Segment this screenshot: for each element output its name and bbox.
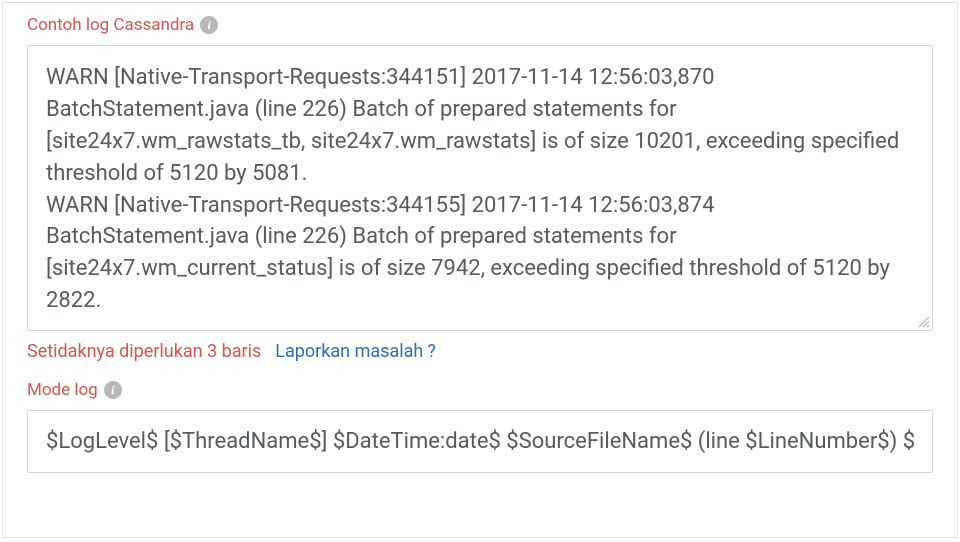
log-mode-label-row: Mode log i [27,380,933,400]
question-mark-icon: ? [427,341,436,362]
sample-log-textarea[interactable] [28,46,932,326]
sample-log-label: Contoh log Cassandra [27,15,194,35]
sample-log-container [27,45,933,331]
log-mode-label: Mode log [27,380,98,400]
log-pattern-input[interactable] [27,410,933,473]
info-icon[interactable]: i [104,381,122,399]
report-issue-link[interactable]: Laporkan masalah? [275,341,436,362]
sample-log-label-row: Contoh log Cassandra i [27,15,933,35]
min-lines-warning: Setidaknya diperlukan 3 baris [27,341,261,362]
report-issue-text: Laporkan masalah [275,341,423,362]
log-config-panel: Contoh log Cassandra i Setidaknya diperl… [2,2,958,538]
hint-row: Setidaknya diperlukan 3 baris Laporkan m… [27,341,933,362]
info-icon[interactable]: i [200,16,218,34]
